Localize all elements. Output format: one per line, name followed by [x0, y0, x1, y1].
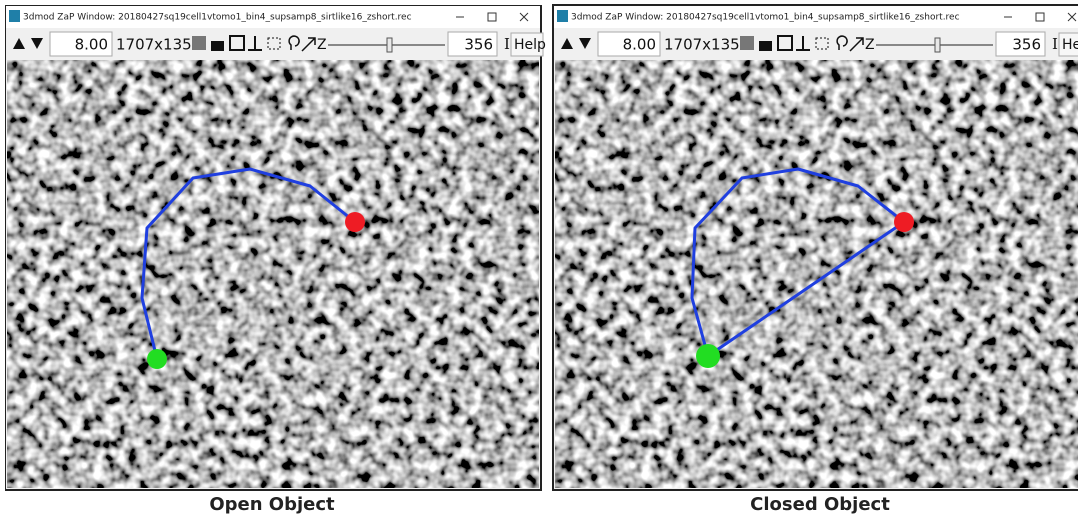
info-button[interactable]: I	[504, 35, 510, 53]
image-size: 1707x1359	[116, 36, 201, 54]
window-title: 3dmod ZaP Window: 20180427sq19cell1vtomo…	[571, 13, 960, 23]
zoom-value: 8.00	[623, 36, 656, 54]
window-title: 3dmod ZaP Window: 20180427sq19cell1vtomo…	[23, 13, 412, 23]
z-slider-knob[interactable]	[935, 38, 940, 52]
z-label: Z	[317, 37, 327, 53]
z-slider-knob[interactable]	[387, 38, 392, 52]
help-button[interactable]: Help	[1062, 37, 1078, 53]
checker-icon[interactable]	[192, 36, 206, 50]
start-point	[696, 344, 720, 368]
image-size: 1707x1359	[664, 36, 749, 54]
app-icon	[9, 10, 20, 22]
app-icon	[557, 10, 568, 22]
tomogram-image	[7, 60, 539, 488]
lock-icon[interactable]	[759, 41, 772, 51]
start-point	[147, 349, 167, 369]
caption: Closed Object	[750, 494, 890, 515]
zap-window: 3dmod ZaP Window: 20180427sq19cell1vtomo…	[5, 5, 546, 515]
zap-window: 3dmod ZaP Window: 20180427sq19cell1vtomo…	[553, 5, 1078, 515]
caption: Open Object	[209, 494, 335, 515]
screenshot: 3dmod ZaP Window: 20180427sq19cell1vtomo…	[0, 0, 1078, 517]
section-value: 356	[464, 36, 493, 54]
z-label: Z	[865, 37, 875, 53]
end-point	[345, 212, 365, 232]
zoom-value: 8.00	[75, 36, 108, 54]
info-button[interactable]: I	[1052, 35, 1058, 53]
help-button[interactable]: Help	[514, 37, 546, 53]
lock-icon[interactable]	[211, 41, 224, 51]
tomogram-image	[555, 60, 1078, 488]
end-point	[894, 212, 914, 232]
section-value: 356	[1012, 36, 1041, 54]
checker-icon[interactable]	[740, 36, 754, 50]
